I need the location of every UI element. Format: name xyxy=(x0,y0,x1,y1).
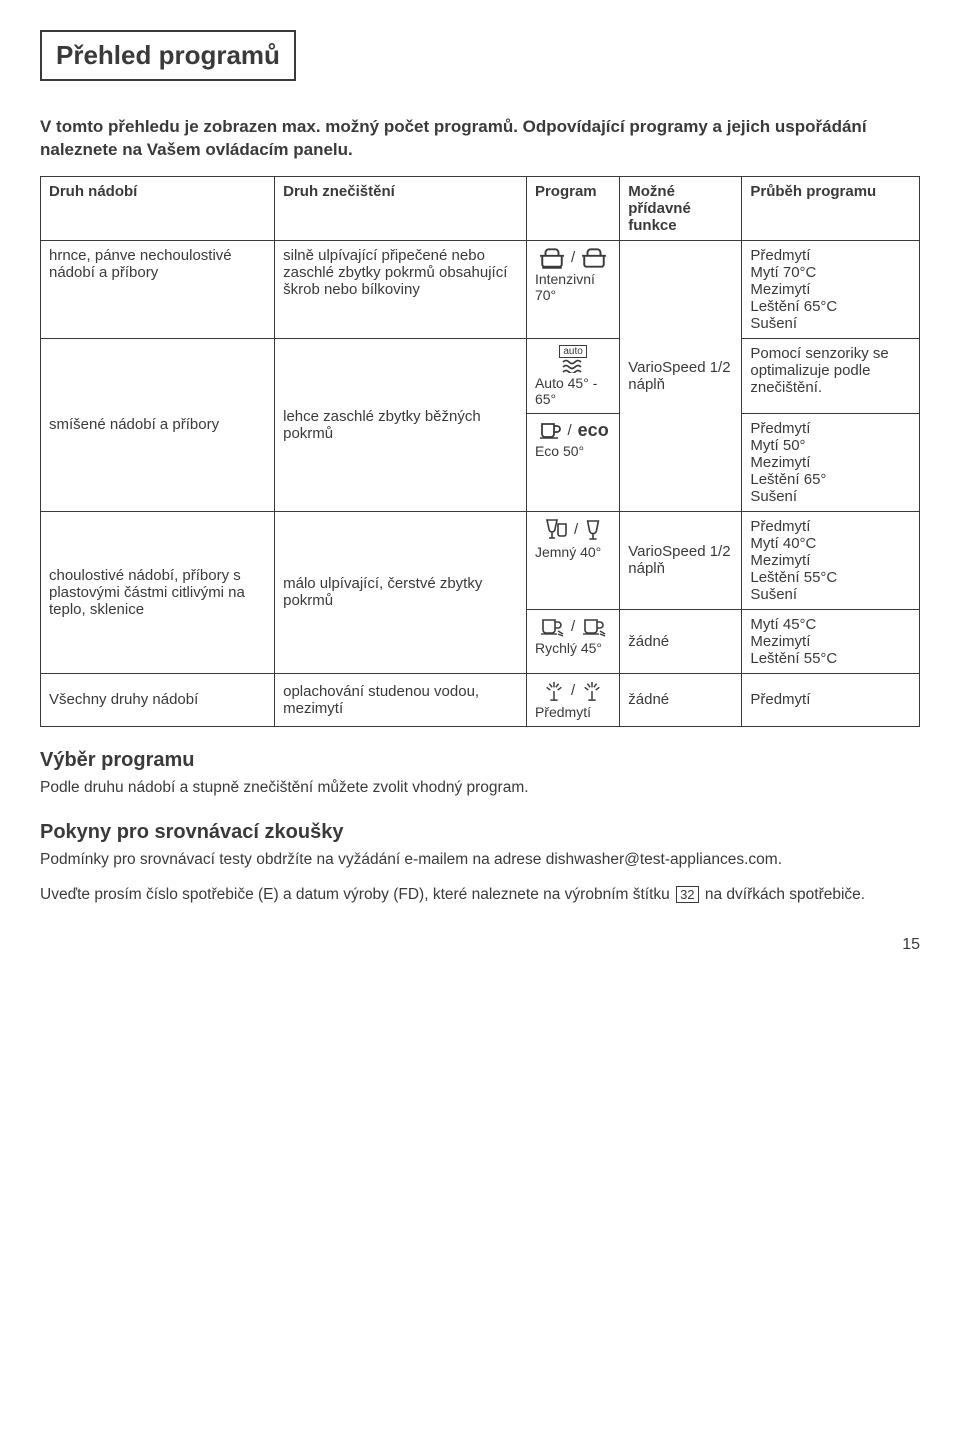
th-program: Program xyxy=(526,176,619,240)
program-label: Auto 45° - 65° xyxy=(535,375,611,407)
cell-flow: Předmytí xyxy=(742,673,920,726)
section-compare-title: Pokyny pro srovnávací zkoušky xyxy=(40,821,920,844)
cell-program: / eco Eco 50° xyxy=(526,413,619,511)
cell-dish: smíšené nádobí a příbory xyxy=(41,338,275,511)
cell-soil: málo ulpívající, čerstvé zbytky pokrmů xyxy=(275,511,527,673)
program-label: Eco 50° xyxy=(535,443,611,459)
cell-addon: žádné xyxy=(620,609,742,673)
pot-icon xyxy=(581,247,607,269)
cell-flow: Předmytí Mytí 40°C Mezimytí Leštění 55°C… xyxy=(742,511,920,609)
th-dish: Druh nádobí xyxy=(41,176,275,240)
program-label: Intenzivní 70° xyxy=(535,271,611,303)
glass-plate-icon xyxy=(544,518,568,542)
program-label: Rychlý 45° xyxy=(535,640,611,656)
spray-icon xyxy=(581,680,603,702)
slash: / xyxy=(568,422,572,439)
compare-body2a: Uveďte prosím číslo spotřebiče (E) a dat… xyxy=(40,886,674,903)
cell-addon: žádné xyxy=(620,673,742,726)
auto-badge: auto xyxy=(559,345,586,358)
page-title: Přehled programů xyxy=(56,40,280,71)
cell-soil: silně ulpívající připečené nebo zaschlé … xyxy=(275,240,527,338)
cell-soil: oplachování studenou vodou, mezimytí xyxy=(275,673,527,726)
th-flow: Průběh programu xyxy=(742,176,920,240)
table-row: smíšené nádobí a příbory lehce zaschlé z… xyxy=(41,338,920,413)
quick-icon xyxy=(539,616,565,638)
table-row: hrnce, pánve nechoulostivé nádobí a příb… xyxy=(41,240,920,338)
section-compare-body1: Podmínky pro srovnávací testy obdržíte n… xyxy=(40,850,920,871)
slash: / xyxy=(571,682,575,699)
cell-addon: VarioSpeed 1/2 náplň xyxy=(620,240,742,511)
quick-icon xyxy=(581,616,607,638)
section-compare-body2: Uveďte prosím číslo spotřebiče (E) a dat… xyxy=(40,885,920,906)
waves-icon xyxy=(560,359,586,373)
cell-dish: hrnce, pánve nechoulostivé nádobí a příb… xyxy=(41,240,275,338)
label-box-32: 32 xyxy=(676,886,698,904)
table-row: Všechny druhy nádobí oplachování studeno… xyxy=(41,673,920,726)
cell-program: / Rychlý 45° xyxy=(526,609,619,673)
eco-label: eco xyxy=(578,420,609,441)
cell-flow: Předmytí Mytí 50° Mezimytí Leštění 65° S… xyxy=(742,413,920,511)
section-select-body: Podle druhu nádobí a stupně znečištění m… xyxy=(40,778,920,799)
slash: / xyxy=(571,618,575,635)
pot-heavy-icon xyxy=(539,247,565,269)
glass-icon xyxy=(584,518,602,542)
cell-dish: Všechny druhy nádobí xyxy=(41,673,275,726)
cell-soil: lehce zaschlé zbytky běžných pokrmů xyxy=(275,338,527,511)
slash: / xyxy=(574,521,578,538)
program-label: Předmytí xyxy=(535,704,611,720)
compare-body2b: na dvířkách spotřebiče. xyxy=(701,886,866,903)
cup-icon xyxy=(538,420,562,440)
th-soil: Druh znečištění xyxy=(275,176,527,240)
section-select-title: Výběr programu xyxy=(40,749,920,772)
intro-text: V tomto přehledu je zobrazen max. možný … xyxy=(40,116,920,162)
cell-addon: VarioSpeed 1/2 náplň xyxy=(620,511,742,609)
th-addon: Možné přídavné funkce xyxy=(620,176,742,240)
cell-program: auto Auto 45° - 65° xyxy=(526,338,619,413)
slash: / xyxy=(571,249,575,266)
cell-flow: Mytí 45°C Mezimytí Leštění 55°C xyxy=(742,609,920,673)
cell-dish: choulostivé nádobí, příbory s plastovými… xyxy=(41,511,275,673)
cell-program: / Jemný 40° xyxy=(526,511,619,609)
page-number: 15 xyxy=(40,936,920,954)
spray-icon xyxy=(543,680,565,702)
cell-flow: Předmytí Mytí 70°C Mezimytí Leštění 65°C… xyxy=(742,240,920,338)
cell-program: / Intenzivní 70° xyxy=(526,240,619,338)
cell-flow: Pomocí senzoriky se optimalizuje podle z… xyxy=(742,338,920,413)
title-box: Přehled programů xyxy=(40,30,296,81)
programs-table: Druh nádobí Druh znečištění Program Možn… xyxy=(40,176,920,727)
table-row: choulostivé nádobí, příbory s plastovými… xyxy=(41,511,920,609)
cell-program: / Předmytí xyxy=(526,673,619,726)
program-label: Jemný 40° xyxy=(535,544,611,560)
